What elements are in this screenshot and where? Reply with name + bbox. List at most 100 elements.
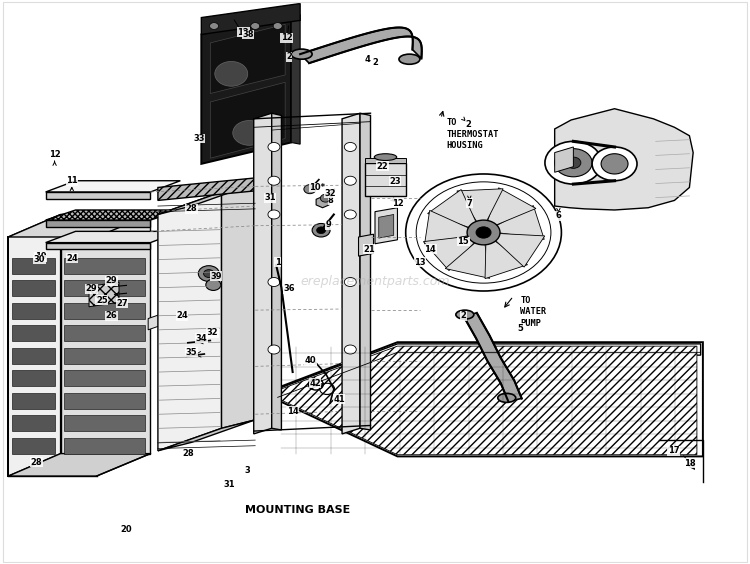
Polygon shape [89,282,119,307]
Text: MOUNTING BASE: MOUNTING BASE [244,505,350,515]
Text: 22: 22 [376,162,388,170]
Text: TO
WATER
PUMP: TO WATER PUMP [520,296,547,328]
Circle shape [344,210,356,219]
Polygon shape [46,220,151,227]
Polygon shape [485,240,527,279]
Text: 32: 32 [324,188,336,197]
Text: 30: 30 [34,255,45,264]
Text: 4: 4 [364,55,370,64]
Polygon shape [12,415,56,431]
Text: 2: 2 [460,311,466,320]
Circle shape [467,220,500,245]
Polygon shape [158,178,255,200]
Polygon shape [12,371,56,386]
Text: 34: 34 [196,334,207,343]
Circle shape [268,277,280,287]
Text: 31: 31 [265,193,276,202]
Circle shape [344,143,356,152]
Ellipse shape [291,49,312,59]
Circle shape [555,149,592,177]
Polygon shape [464,313,522,401]
Circle shape [251,23,260,29]
Text: 21: 21 [363,245,375,254]
Polygon shape [365,158,407,163]
Text: 10*: 10* [309,183,326,192]
Polygon shape [8,214,151,237]
Ellipse shape [456,310,474,319]
Circle shape [209,23,218,29]
Polygon shape [358,234,374,256]
Circle shape [592,147,637,180]
Polygon shape [46,192,151,199]
Polygon shape [12,325,56,341]
Text: 25: 25 [96,296,108,305]
Text: 28: 28 [186,204,197,213]
Text: 40: 40 [304,356,316,365]
Polygon shape [555,109,693,210]
Polygon shape [281,346,697,455]
Text: 28: 28 [182,449,194,458]
Text: 8: 8 [328,196,334,205]
Polygon shape [46,210,180,220]
Polygon shape [12,393,56,408]
Polygon shape [64,258,146,274]
Text: 39: 39 [211,272,222,281]
Circle shape [316,227,326,233]
Polygon shape [278,344,700,400]
Polygon shape [494,205,544,239]
Text: 14: 14 [424,245,436,254]
Polygon shape [12,348,56,364]
Circle shape [344,345,356,354]
Text: 18: 18 [683,459,695,468]
Polygon shape [427,190,477,228]
Text: 14: 14 [286,407,298,416]
Ellipse shape [498,394,516,402]
Polygon shape [291,13,300,144]
Polygon shape [12,303,56,319]
Text: 1: 1 [274,258,280,267]
Text: 17: 17 [668,446,680,455]
Circle shape [312,223,330,237]
Text: 27: 27 [116,299,128,308]
Circle shape [320,194,331,202]
Text: 9: 9 [326,220,332,229]
Text: 15: 15 [458,237,470,246]
Circle shape [198,266,219,281]
Polygon shape [201,3,300,34]
Circle shape [232,121,266,146]
Polygon shape [64,325,146,341]
Polygon shape [158,192,221,451]
Polygon shape [46,231,180,243]
Text: 31: 31 [224,480,235,489]
Circle shape [206,279,220,290]
Polygon shape [46,243,151,249]
Text: 32: 32 [207,328,218,337]
Polygon shape [148,307,180,330]
Polygon shape [61,214,151,453]
Text: 13: 13 [414,258,426,267]
Polygon shape [12,258,56,274]
Circle shape [344,277,356,287]
Text: 2: 2 [286,52,292,61]
Circle shape [476,227,491,238]
Polygon shape [64,303,146,319]
Circle shape [203,270,214,277]
Polygon shape [64,280,146,296]
Text: 35: 35 [186,348,197,357]
Text: 3: 3 [244,466,250,475]
Circle shape [268,345,280,354]
Ellipse shape [399,54,420,64]
Polygon shape [423,236,476,271]
Polygon shape [158,420,255,451]
Polygon shape [494,233,544,267]
Polygon shape [555,147,574,172]
Polygon shape [446,241,490,279]
Polygon shape [8,214,61,476]
Text: 42: 42 [309,379,321,388]
Polygon shape [379,214,394,238]
Text: 24: 24 [176,311,188,320]
Polygon shape [254,113,272,434]
Text: ereplacementparts.com: ereplacementparts.com [300,275,450,289]
Polygon shape [8,453,151,476]
Text: 20: 20 [121,525,132,534]
